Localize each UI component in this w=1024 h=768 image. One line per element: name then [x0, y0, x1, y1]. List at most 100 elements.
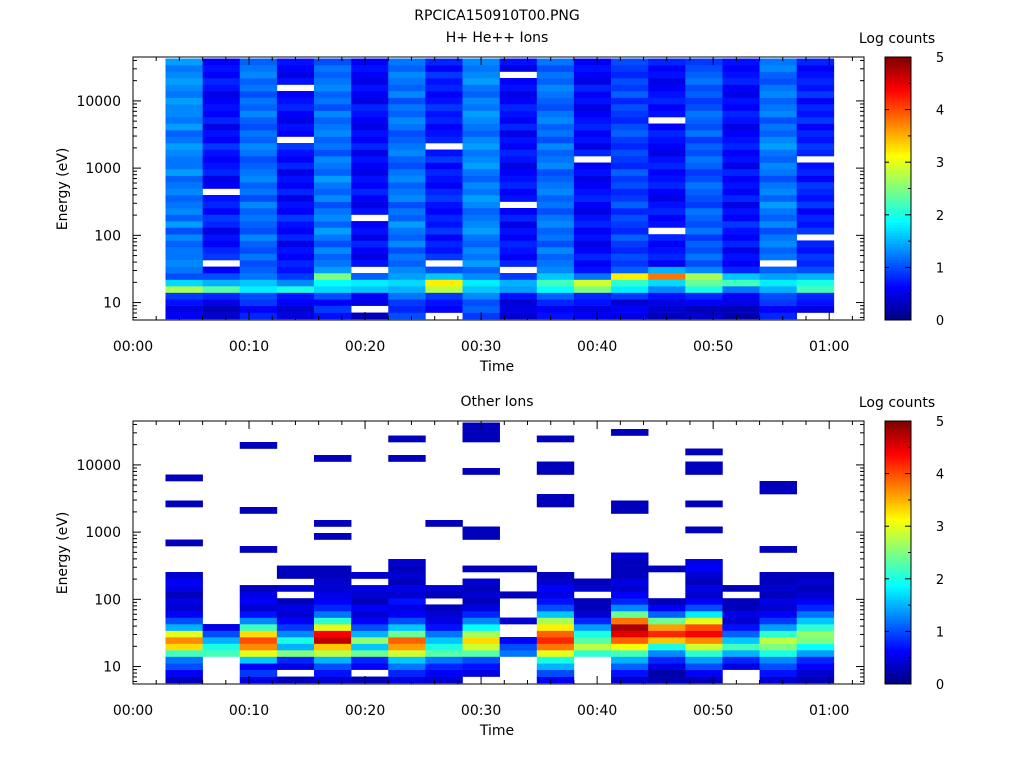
heatmap-cell — [462, 578, 500, 586]
heatmap-cell — [573, 617, 612, 625]
heatmap-cell — [722, 71, 760, 79]
y-tick-label: 100 — [94, 228, 121, 244]
heatmap-cell — [276, 58, 315, 66]
heatmap-cell — [536, 247, 575, 254]
heatmap-cell — [462, 630, 500, 638]
colorbar-swatch — [885, 57, 911, 61]
heatmap-cell — [202, 286, 241, 293]
heatmap-cell — [202, 156, 241, 163]
heatmap-cell — [796, 240, 835, 248]
heatmap-cell — [202, 58, 241, 66]
heatmap-cell — [611, 78, 649, 85]
heatmap-cell — [314, 650, 352, 657]
heatmap-cell — [685, 260, 723, 267]
heatmap-cell — [388, 578, 426, 586]
heatmap-cell — [499, 84, 538, 92]
colorbar-swatch — [885, 93, 911, 97]
heatmap-cell — [239, 110, 278, 118]
heatmap-cell — [648, 273, 686, 280]
heatmap-cell — [759, 630, 797, 638]
heatmap-cell — [462, 598, 500, 605]
colorbar: 0 1 2 3 4 5 — [884, 415, 944, 693]
heatmap-cell — [796, 130, 835, 137]
heatmap-cell — [425, 604, 463, 612]
heatmap-cell — [351, 663, 389, 670]
colorbar-swatch — [885, 225, 911, 229]
heatmap-cell — [388, 149, 426, 157]
colorbar-swatch — [885, 670, 911, 674]
heatmap-cell — [351, 611, 389, 618]
heatmap-cell — [611, 214, 649, 222]
colorbar-swatch — [885, 101, 911, 105]
heatmap-cell — [796, 253, 835, 261]
heatmap-cell — [276, 78, 315, 85]
heatmap-cell — [388, 234, 426, 241]
heatmap-cell — [796, 286, 835, 293]
colorbar-swatch — [885, 515, 911, 519]
heatmap-cell — [611, 156, 649, 163]
heatmap-cell — [165, 143, 203, 150]
colorbar-swatch — [885, 539, 911, 543]
colorbar-tick-label: 0 — [936, 678, 944, 693]
colorbar-swatch — [885, 591, 911, 595]
heatmap-cell — [462, 188, 500, 196]
heatmap-cell — [314, 78, 352, 85]
heatmap-cell — [722, 643, 760, 651]
heatmap-cell — [314, 240, 352, 248]
colorbar-swatch — [885, 505, 911, 509]
colorbar-swatch — [885, 183, 911, 187]
heatmap-cell — [536, 123, 575, 131]
heatmap-cell — [165, 169, 203, 176]
heatmap-cell — [351, 162, 389, 170]
heatmap-cell — [239, 312, 278, 320]
heatmap-cell — [759, 65, 797, 72]
heatmap-cell — [462, 468, 500, 475]
colorbar-swatch — [885, 523, 911, 527]
heatmap-cell — [165, 617, 203, 625]
y-tick-label: 10000 — [76, 94, 121, 110]
heatmap-cell — [685, 130, 723, 137]
colorbar-swatch — [885, 486, 911, 490]
heatmap-cell — [165, 130, 203, 137]
heatmap-cell — [573, 260, 612, 267]
heatmap-cell — [239, 104, 278, 111]
colorbar-swatch — [885, 513, 911, 517]
colorbar-swatch — [885, 128, 911, 132]
colorbar-swatch — [885, 83, 911, 87]
heatmap-cell — [759, 650, 797, 657]
heatmap-cell — [611, 195, 649, 202]
heatmap-cell — [202, 299, 241, 306]
x-tick-label: 00:30 — [461, 339, 501, 355]
colorbar-swatch — [885, 534, 911, 538]
heatmap-cell — [685, 234, 723, 241]
heatmap-cell — [611, 604, 649, 612]
heatmap-cell — [499, 58, 538, 66]
colorbar-swatch — [885, 196, 911, 200]
heatmap-cell — [314, 286, 352, 293]
heatmap-cell — [388, 292, 426, 300]
colorbar-swatch — [885, 143, 911, 147]
x-tick-label: 01:00 — [809, 339, 849, 355]
heatmap-cell — [611, 247, 649, 254]
heatmap-cell — [573, 227, 612, 235]
heatmap-cell — [165, 227, 203, 235]
heatmap-cell — [648, 247, 686, 254]
heatmap-cell — [462, 533, 500, 540]
heatmap-cell — [351, 175, 389, 183]
colorbar-swatch — [885, 649, 911, 653]
heatmap-cell — [499, 650, 538, 657]
colorbar-swatch — [885, 428, 911, 432]
heatmap-cell — [685, 188, 723, 196]
heatmap-cell — [276, 71, 315, 79]
heatmap-cell — [239, 84, 278, 92]
heatmap-cell — [722, 611, 760, 618]
heatmap-cell — [351, 292, 389, 300]
heatmap-cell — [611, 305, 649, 313]
heatmap-cell — [165, 260, 203, 267]
heatmap-cell — [351, 201, 389, 209]
heatmap-cell — [536, 110, 575, 118]
heatmap-cell — [462, 78, 500, 85]
heatmap-cell — [685, 468, 723, 475]
heatmap-cell — [462, 130, 500, 137]
x-tick-label: 00:50 — [693, 339, 733, 355]
